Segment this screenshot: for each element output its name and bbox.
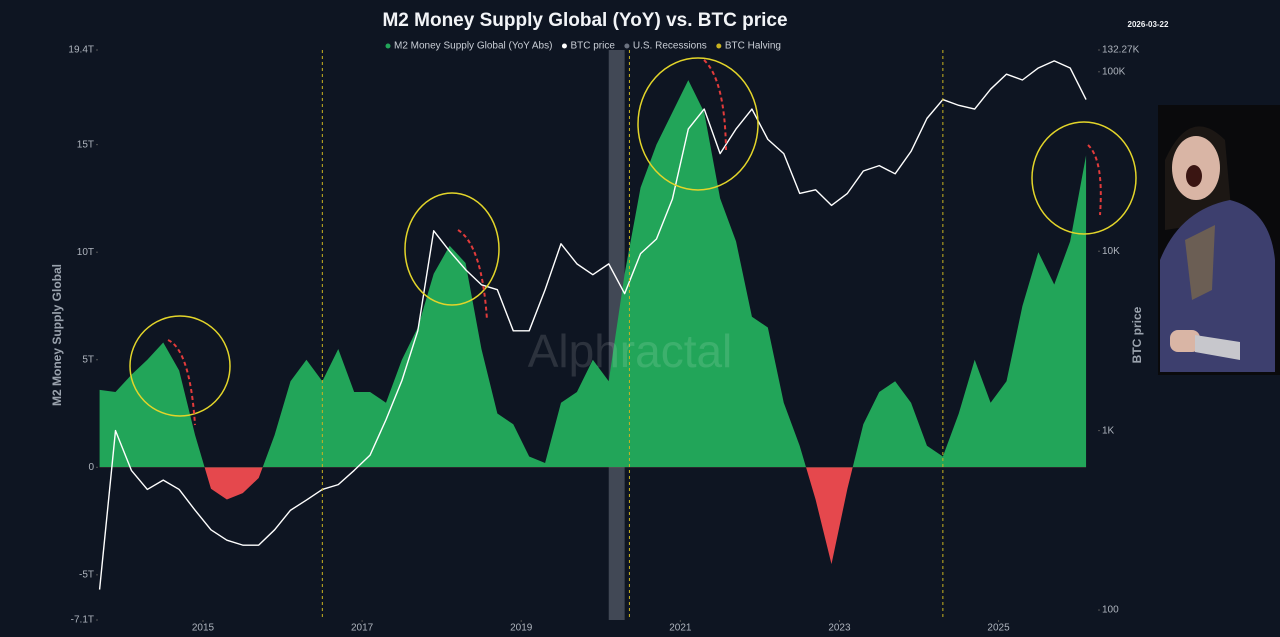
y2-tick-label: 132.27K xyxy=(1102,45,1140,56)
y2-tick-label: 100 xyxy=(1102,605,1119,616)
y-tick-label: 19.4T xyxy=(68,45,94,56)
legend: M2 Money Supply Global (YoY Abs) BTC pric… xyxy=(385,41,781,52)
x-tick-label: 2025 xyxy=(987,623,1010,634)
circle xyxy=(1031,121,1137,235)
arrow xyxy=(457,229,488,321)
legend-swatch xyxy=(561,43,567,49)
watermark: Alphractal xyxy=(528,325,733,377)
x-tick-label: 2017 xyxy=(351,623,374,634)
plot-area xyxy=(96,49,1100,622)
y2-tick-label: 10K xyxy=(1102,246,1120,257)
legend-label: M2 Money Supply Global (YoY Abs) xyxy=(394,41,552,52)
y-tick-label: -5T xyxy=(79,569,94,580)
scarf xyxy=(1185,225,1215,300)
y-tick-label: 10T xyxy=(77,247,94,258)
y-axis-label: M2 Money Supply Global xyxy=(50,264,64,406)
arrow xyxy=(703,59,727,151)
knife xyxy=(1195,335,1240,360)
y2-tick-label: 100K xyxy=(1102,66,1126,77)
date: 2026-03-22 xyxy=(1128,20,1169,29)
y-tick-label: 0 xyxy=(88,462,94,473)
y-tick-label: -7.1T xyxy=(71,615,94,626)
circle xyxy=(404,192,500,306)
circle xyxy=(637,57,759,191)
legend-label: BTC Halving xyxy=(725,41,781,52)
mouth xyxy=(1186,165,1202,187)
y-tick-label: 5T xyxy=(82,354,94,365)
legend-label: BTC price xyxy=(570,41,615,52)
y2-axis-label: BTC price xyxy=(1130,306,1144,363)
x-tick-label: 2019 xyxy=(510,623,533,634)
arrow xyxy=(1087,144,1102,216)
x-tick-label: 2015 xyxy=(192,623,215,634)
annotations xyxy=(129,57,1137,417)
legend-label: U.S. Recessions xyxy=(633,41,707,52)
arrow xyxy=(167,339,196,426)
m2-area-positive xyxy=(99,80,1087,468)
arrows xyxy=(167,59,1102,426)
x-tick-label: 2021 xyxy=(669,623,692,634)
hand xyxy=(1170,330,1200,352)
legend-swatch xyxy=(716,43,722,49)
y2-tick-label: 1K xyxy=(1102,425,1115,436)
inset-image xyxy=(1158,105,1280,375)
legend-swatch xyxy=(385,43,391,49)
chart-title: M2 Money Supply Global (YoY) vs. BTC pri… xyxy=(382,10,787,31)
circle xyxy=(129,315,231,417)
legend-swatch xyxy=(624,43,630,49)
btc-price-line xyxy=(98,60,1087,590)
x-tick-label: 2023 xyxy=(828,623,851,634)
y-tick-label: 15T xyxy=(77,139,94,150)
